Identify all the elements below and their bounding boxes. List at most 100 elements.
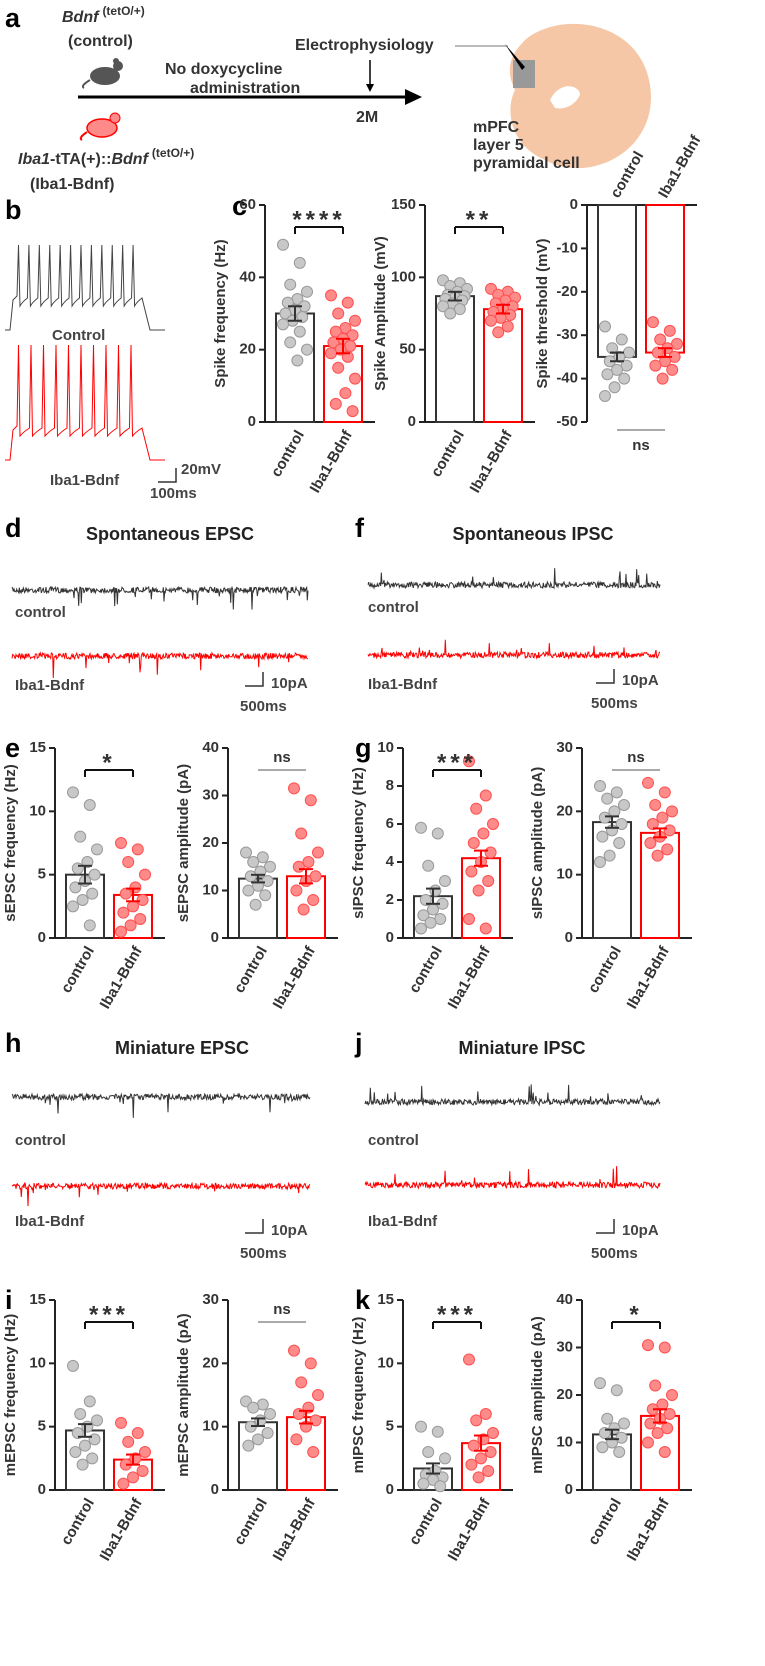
data-point — [119, 887, 132, 900]
cell-label: layer 5 — [473, 137, 524, 154]
treatment: administration — [190, 80, 300, 97]
data-point — [666, 363, 679, 376]
y-tick-label: 20 — [556, 802, 573, 819]
panel-label: i — [5, 1285, 13, 1315]
data-point — [69, 881, 82, 894]
data-point — [644, 837, 657, 849]
data-point — [649, 799, 662, 811]
data-point — [127, 1471, 139, 1484]
trace-label: control — [15, 604, 66, 621]
significance: ns — [632, 437, 650, 454]
y-axis-label: sEPSC amplitude (pA) — [175, 764, 192, 922]
y-tick-label: 2 — [386, 891, 394, 908]
x-tick-label: control — [406, 943, 446, 996]
significance: *** — [437, 1301, 477, 1328]
data-point — [492, 326, 505, 339]
significance: ns — [273, 749, 291, 766]
x-tick-label: Iba1-Bdnf — [270, 943, 320, 1012]
significance: * — [102, 749, 115, 776]
mouse-gray — [81, 58, 123, 89]
panel-label: b — [5, 195, 22, 225]
data-point — [332, 307, 345, 320]
data-point — [83, 919, 96, 932]
data-point — [663, 1408, 676, 1420]
y-tick-label: 10 — [202, 881, 219, 898]
current-trace — [367, 639, 661, 660]
data-point — [304, 794, 317, 807]
y-axis-label: Spike Amplitude (mV) — [372, 236, 389, 390]
y-tick-label: 15 — [377, 1291, 394, 1308]
data-point — [349, 372, 361, 385]
scale-label: 10pA — [271, 675, 308, 692]
data-point — [610, 1384, 623, 1397]
y-tick-label: -40 — [556, 370, 578, 387]
data-point — [479, 922, 492, 935]
data-point — [656, 811, 669, 824]
x-tick-label: control — [585, 943, 625, 996]
data-point — [261, 1427, 274, 1439]
data-point — [658, 1341, 671, 1354]
y-tick-label: -50 — [556, 413, 578, 430]
bar — [597, 204, 637, 358]
data-point — [284, 278, 297, 291]
data-point — [261, 875, 274, 887]
data-point — [131, 1427, 144, 1439]
data-point — [325, 289, 337, 302]
y-tick-label: 0 — [38, 929, 46, 946]
data-point — [264, 860, 276, 873]
y-tick-label: 5 — [386, 1418, 394, 1435]
data-point — [596, 830, 609, 843]
y-tick-label: 60 — [239, 196, 256, 213]
data-point — [477, 827, 490, 840]
data-point — [71, 862, 84, 875]
panel-label: a — [5, 3, 21, 33]
method: Electrophysiology — [295, 37, 434, 54]
data-point — [309, 870, 322, 883]
data-point — [666, 805, 678, 818]
data-point — [484, 846, 497, 859]
data-point — [484, 1446, 497, 1458]
data-point — [329, 397, 342, 410]
data-point — [465, 865, 478, 878]
data-point — [467, 837, 480, 849]
trace-label: control — [368, 599, 419, 616]
voltage-trace — [5, 344, 165, 461]
data-point — [415, 821, 427, 834]
data-point — [86, 887, 99, 900]
data-point — [656, 372, 669, 385]
y-tick-label: 0 — [386, 1481, 394, 1498]
x-tick-label: control — [58, 1495, 98, 1548]
data-point — [83, 799, 96, 811]
y-axis-label: Spike frequency (Hz) — [212, 239, 229, 387]
data-point — [86, 1452, 99, 1465]
data-point — [139, 1446, 151, 1458]
data-point — [79, 1439, 91, 1452]
data-point — [124, 919, 137, 932]
y-tick-label: 100 — [391, 268, 416, 285]
data-point — [284, 336, 297, 349]
current-trace — [11, 1181, 311, 1207]
y-axis-label: sEPSC frequency (Hz) — [2, 764, 19, 922]
y-tick-label: 30 — [202, 786, 219, 803]
data-point — [427, 903, 439, 916]
data-point — [431, 827, 444, 840]
data-point — [129, 881, 142, 894]
y-tick-label: 150 — [391, 196, 416, 213]
current-trace — [364, 1166, 661, 1190]
data-point — [651, 1427, 664, 1439]
y-tick-label: 30 — [556, 1338, 573, 1355]
data-point — [249, 898, 262, 911]
data-point — [487, 1427, 499, 1439]
panel-label: k — [355, 1285, 371, 1315]
data-point — [482, 1465, 495, 1477]
y-tick-label: 0 — [570, 196, 578, 213]
data-point — [341, 296, 354, 309]
panel-label: c — [232, 191, 247, 221]
current-trace — [11, 1092, 311, 1118]
scale-label: 500ms — [240, 1245, 287, 1262]
y-tick-label: 15 — [29, 739, 46, 756]
significance: * — [629, 1301, 642, 1328]
data-point — [71, 1427, 84, 1439]
scale-bar — [158, 468, 177, 483]
y-tick-label: -10 — [556, 239, 578, 256]
